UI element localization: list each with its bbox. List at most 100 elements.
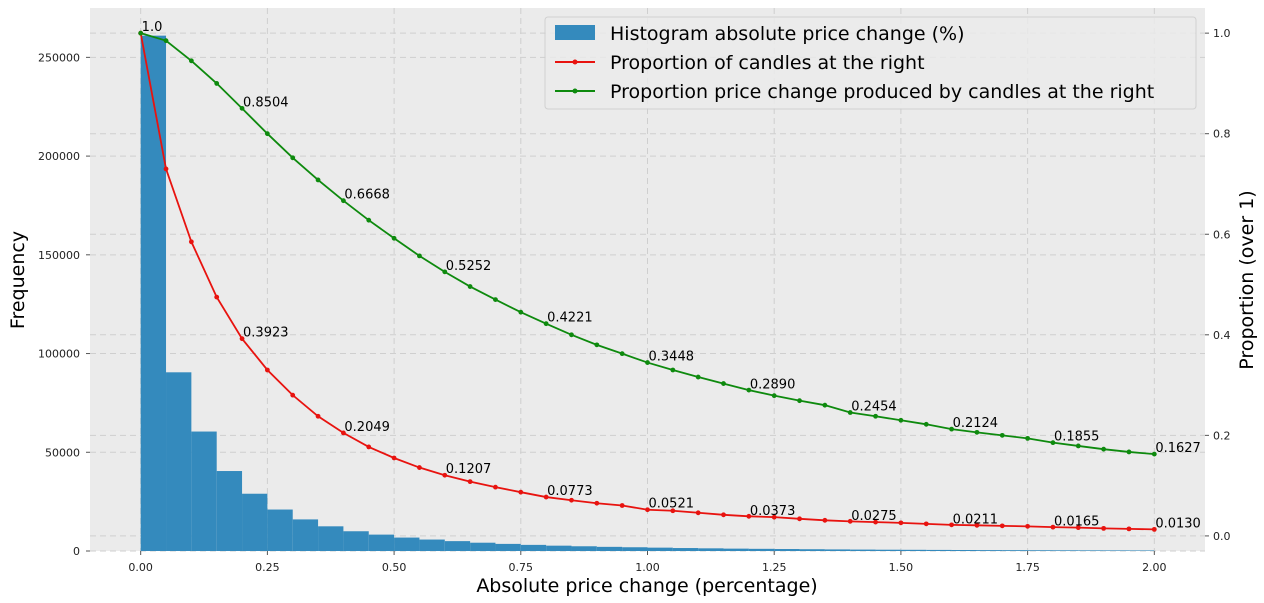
green-series-point bbox=[949, 426, 954, 432]
red-annotation: 0.0165 bbox=[1054, 515, 1100, 530]
y-left-tick-label: 200000 bbox=[38, 150, 80, 163]
green-series-point bbox=[518, 309, 524, 315]
green-series-point bbox=[493, 297, 498, 303]
green-series-point bbox=[417, 253, 422, 259]
red-series-point bbox=[391, 455, 397, 461]
red-series-point bbox=[949, 522, 954, 528]
green-series-point bbox=[315, 177, 321, 183]
red-series-point bbox=[264, 367, 270, 373]
x-tick-label: 1.50 bbox=[889, 561, 914, 574]
histogram-bar bbox=[520, 544, 547, 551]
x-tick-label: 1.25 bbox=[762, 561, 787, 574]
x-axis-ticks: 0.00 0.25 0.50 0.75 1.00 1.25 1.50 1.75 2.00 bbox=[128, 551, 1167, 574]
red-series-point bbox=[1075, 525, 1081, 531]
green-series-point bbox=[1151, 451, 1157, 457]
red-series-point bbox=[746, 513, 752, 519]
histogram-bar bbox=[444, 541, 471, 551]
histogram-bars bbox=[140, 35, 1155, 552]
red-series-point bbox=[239, 336, 245, 342]
green-series-point bbox=[721, 381, 726, 386]
green-series-point bbox=[797, 398, 802, 404]
y-left-tick-label: 50000 bbox=[45, 446, 80, 459]
green-series-point bbox=[923, 421, 929, 427]
y-left-tick-label: 250000 bbox=[38, 51, 80, 64]
histogram-bar bbox=[546, 545, 572, 551]
green-series-point bbox=[822, 402, 828, 408]
red-annotation: 0.0373 bbox=[750, 504, 796, 519]
green-annotation: 0.4221 bbox=[547, 311, 593, 326]
histogram-bar bbox=[419, 539, 445, 551]
y-right-tick-label: 0.4 bbox=[1213, 329, 1231, 342]
y-right-axis-ticks: 0.0 0.2 0.4 0.6 0.8 1.0 bbox=[1205, 27, 1231, 543]
green-series-point bbox=[1025, 435, 1031, 441]
red-series-point bbox=[417, 465, 422, 470]
y-right-tick-label: 0.2 bbox=[1213, 429, 1231, 442]
green-series-point bbox=[974, 429, 980, 435]
histogram-bar bbox=[1002, 550, 1028, 551]
red-series-point bbox=[341, 430, 346, 436]
red-series-point bbox=[797, 516, 802, 522]
green-series-point bbox=[239, 105, 245, 111]
histogram-bar bbox=[1078, 550, 1104, 551]
y-right-tick-label: 0.0 bbox=[1213, 530, 1231, 543]
series-points bbox=[138, 30, 1157, 532]
histogram-bar bbox=[951, 550, 977, 551]
red-series-point bbox=[873, 519, 878, 525]
y-left-tick-label: 0 bbox=[73, 545, 80, 558]
histogram-bar bbox=[368, 534, 395, 551]
green-series-point bbox=[214, 81, 220, 86]
red-series-point bbox=[543, 494, 549, 500]
red-series-point bbox=[1050, 524, 1056, 530]
green-series-point bbox=[695, 374, 701, 380]
legend-box bbox=[544, 16, 1197, 110]
green-series-point bbox=[1101, 446, 1107, 452]
legend: Histogram absolute price change (%) Prop… bbox=[544, 16, 1197, 110]
red-annotation: 0.2049 bbox=[344, 420, 390, 435]
red-series-point bbox=[847, 518, 853, 524]
histogram-bar bbox=[318, 526, 344, 551]
green-series-point bbox=[264, 131, 270, 137]
histogram-bar bbox=[622, 547, 648, 551]
red-series-point bbox=[1126, 526, 1132, 532]
green-series-point bbox=[771, 393, 777, 399]
green-series-point bbox=[569, 332, 574, 338]
green-series-point bbox=[163, 38, 169, 44]
red-annotation: 0.0521 bbox=[649, 497, 695, 512]
green-series-point bbox=[873, 413, 878, 419]
x-tick-label: 0.50 bbox=[382, 561, 407, 574]
histogram-bar bbox=[1128, 550, 1155, 551]
green-series-point bbox=[898, 417, 904, 423]
red-annotation: 0.1207 bbox=[446, 462, 492, 477]
histogram-bar bbox=[850, 549, 876, 551]
red-series-point bbox=[1025, 523, 1031, 529]
x-tick-label: 0.75 bbox=[509, 561, 534, 574]
histogram-bar bbox=[672, 548, 699, 551]
histogram-bar bbox=[166, 372, 192, 551]
red-series-point bbox=[163, 166, 169, 172]
x-tick-label: 2.00 bbox=[1142, 561, 1167, 574]
green-series-point bbox=[670, 367, 676, 373]
histogram-bar bbox=[748, 548, 775, 551]
red-series-point bbox=[366, 444, 372, 450]
green-series-point bbox=[341, 198, 346, 204]
red-series-point bbox=[670, 508, 676, 514]
histogram-bar bbox=[571, 546, 597, 551]
legend-red-marker bbox=[572, 59, 578, 65]
histogram-bar bbox=[824, 549, 851, 551]
legend-histogram-label: Histogram absolute price change (%) bbox=[610, 23, 965, 45]
red-series-point bbox=[645, 507, 650, 513]
red-series-point bbox=[898, 520, 904, 526]
red-annotation: 0.0130 bbox=[1155, 516, 1201, 531]
green-annotation: 0.2890 bbox=[750, 378, 796, 393]
histogram-bar bbox=[140, 35, 167, 552]
y-left-tick-label: 100000 bbox=[38, 348, 80, 361]
red-series-point bbox=[594, 500, 600, 506]
green-series-point bbox=[746, 387, 752, 393]
green-annotation: 0.2454 bbox=[851, 400, 897, 415]
green-annotation: 0.5252 bbox=[446, 259, 492, 274]
red-series-point bbox=[1151, 526, 1157, 532]
red-series-point bbox=[999, 523, 1005, 529]
red-series-point bbox=[822, 517, 828, 523]
histogram-bar bbox=[343, 531, 369, 551]
red-series-point bbox=[695, 510, 701, 516]
